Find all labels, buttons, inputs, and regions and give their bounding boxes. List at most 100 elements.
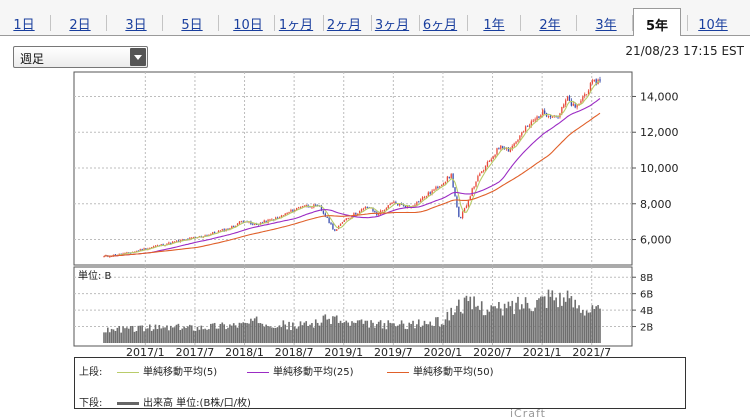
volume-bar	[137, 325, 140, 343]
volume-bar	[225, 329, 227, 343]
candle-body	[599, 79, 601, 82]
candle-body	[292, 210, 294, 212]
volume-bar	[288, 321, 290, 343]
candle-body	[500, 145, 502, 149]
candle-body	[219, 230, 222, 232]
volume-bar	[223, 324, 225, 343]
volume-bar	[496, 308, 498, 343]
candle-body	[227, 228, 229, 230]
x-tick-label: 2017/7	[176, 346, 215, 359]
volume-bar	[284, 324, 287, 343]
tab-1[interactable]: 1日	[13, 18, 35, 33]
tab-8[interactable]: 3ヶ月	[374, 18, 410, 33]
candle-body	[192, 237, 195, 239]
volume-bar	[395, 326, 397, 343]
candle-body	[439, 186, 441, 188]
volume-bar	[156, 329, 159, 343]
volume-bar	[570, 296, 573, 343]
candle-body	[574, 104, 576, 108]
tab-6[interactable]: 1ヶ月	[278, 18, 314, 33]
interval-select[interactable]: 週足	[13, 46, 148, 68]
candle-body	[223, 229, 225, 232]
volume-bar	[297, 326, 300, 343]
volume-bar	[299, 321, 302, 343]
tab-13[interactable]: 5年	[633, 8, 681, 36]
volume-bar	[301, 325, 304, 343]
legend-item-sma25-label: 単純移動平均(25)	[273, 367, 354, 378]
candle-body	[568, 96, 571, 101]
x-tick-label: 2020/1	[424, 346, 463, 359]
candle-body	[349, 217, 351, 219]
volume-bar	[479, 309, 481, 343]
tab-12[interactable]: 3年	[595, 18, 617, 33]
candle-body	[326, 217, 328, 219]
candle-body	[213, 231, 216, 233]
tab-10[interactable]: 1年	[483, 18, 505, 33]
volume-bar	[358, 320, 361, 343]
tab-14[interactable]: 10年	[698, 18, 728, 33]
volume-bar	[221, 322, 224, 343]
tab-9[interactable]: 6ヶ月	[422, 18, 458, 33]
volume-bar	[316, 322, 319, 343]
tab-separator	[687, 15, 688, 31]
volume-bar	[286, 329, 288, 343]
volume-bar	[107, 327, 109, 343]
volume-bar	[190, 325, 193, 343]
candle-body	[141, 249, 143, 251]
tab-2[interactable]: 2日	[69, 18, 91, 33]
candle-body	[471, 188, 473, 197]
volume-bar	[234, 325, 237, 343]
volume-bar	[274, 327, 277, 343]
volume-bar	[456, 305, 458, 343]
volume-bar	[311, 323, 313, 343]
volume-bar	[431, 325, 433, 343]
candle-body	[254, 224, 256, 226]
candle-body	[231, 225, 233, 229]
candle-body	[124, 252, 126, 254]
candle-body	[593, 79, 595, 81]
candle-body	[484, 165, 487, 171]
candle-body	[519, 135, 521, 140]
volume-bar	[574, 299, 577, 343]
tab-11[interactable]: 2年	[539, 18, 561, 33]
candle-body	[427, 192, 429, 197]
volume-bar	[332, 316, 334, 343]
x-tick-label: 2019/7	[374, 346, 413, 359]
candle-body	[315, 204, 317, 206]
volume-bar	[179, 329, 182, 343]
tab-separator	[632, 15, 633, 31]
volume-bar	[517, 296, 519, 343]
candle-body	[284, 213, 286, 216]
volume-bar	[227, 327, 229, 343]
volume-bar	[421, 325, 424, 343]
candle-body	[362, 208, 365, 210]
candle-body	[353, 213, 355, 217]
candle-body	[420, 199, 422, 202]
tab-5[interactable]: 10日	[233, 18, 263, 33]
volume-bar	[255, 316, 258, 343]
volume-bar	[280, 327, 283, 343]
tab-7[interactable]: 2ヶ月	[326, 18, 362, 33]
candle-body	[290, 209, 292, 212]
candle-body	[345, 218, 347, 221]
volume-bar	[162, 327, 164, 343]
candle-body	[425, 196, 428, 198]
volume-bar	[330, 323, 332, 343]
volume-bar	[251, 320, 254, 343]
candle-body	[360, 209, 363, 212]
volume-bar	[126, 327, 128, 343]
volume-bar	[374, 327, 376, 343]
tab-4[interactable]: 5日	[181, 18, 203, 33]
tab-3[interactable]: 3日	[125, 18, 147, 33]
volume-bar	[528, 308, 531, 343]
x-tick-label: 2021/1	[523, 346, 562, 359]
chevron-down-icon[interactable]	[130, 48, 146, 66]
volume-bar	[259, 323, 262, 343]
candle-body	[395, 202, 397, 204]
volume-bar	[187, 326, 189, 343]
volume-y-tick-label: 8B	[640, 273, 653, 284]
candle-body	[479, 173, 481, 176]
candle-body	[351, 216, 353, 218]
volume-bar	[231, 325, 233, 343]
candle-body	[532, 120, 534, 122]
